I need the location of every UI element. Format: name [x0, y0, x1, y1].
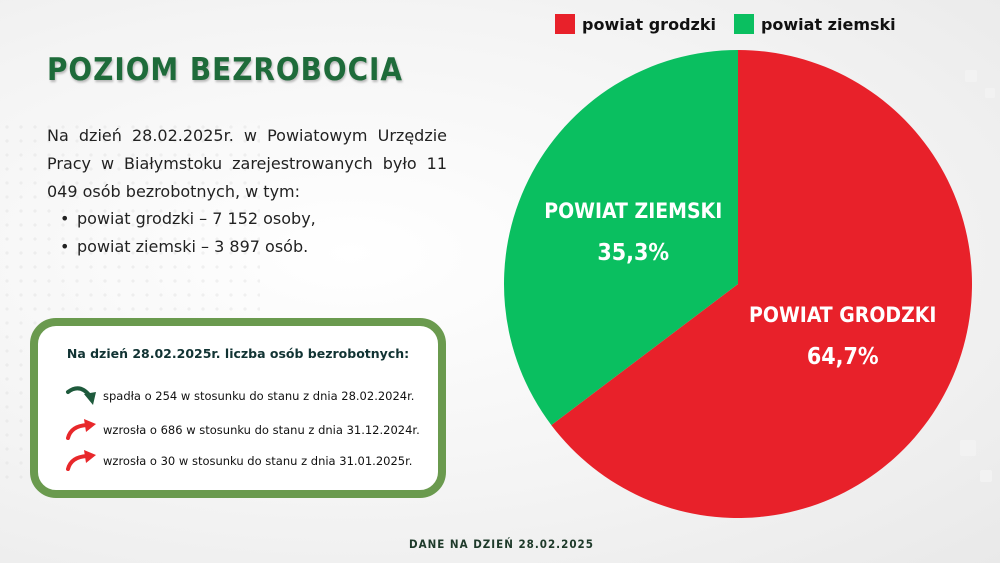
- legend-swatch: [733, 14, 754, 34]
- pie-chart: POWIAT GRODZKI 64,7% POWIAT ZIEMSKI 35,3%: [503, 50, 972, 518]
- list-item: powiat grodzki – 7 152 osoby,: [60, 205, 316, 233]
- data-date-footer: DANE NA DZIEŃ 28.02.2025: [409, 537, 594, 551]
- legend-label: powiat ziemski: [760, 14, 896, 34]
- legend-swatch: [555, 14, 575, 34]
- background-square: [965, 70, 977, 82]
- changes-title: Na dzień 28.02.2025r. liczba osób bezrob…: [66, 346, 410, 361]
- change-text: spadła o 254 w stosunku do stanu z dnia …: [103, 389, 415, 403]
- pie-slice-powiat-grodzki: [551, 50, 972, 518]
- chart-legend: powiat grodzki powiat ziemski: [555, 14, 914, 34]
- change-item-up: wzrosła o 30 w stosunku do stanu z dnia …: [65, 449, 412, 473]
- legend-item-ziemski: powiat ziemski: [733, 14, 896, 34]
- slice-label: POWIAT ZIEMSKI: [544, 199, 722, 223]
- slice-value-label: 64,7%: [807, 344, 879, 370]
- background-square: [960, 440, 976, 456]
- list-item: powiat ziemski – 3 897 osób.: [60, 233, 316, 261]
- slice-value-label: 35,3%: [597, 240, 669, 266]
- legend-item-grodzki: powiat grodzki: [555, 14, 716, 34]
- arrow-up-icon: [66, 419, 96, 440]
- background-square: [985, 88, 995, 98]
- background-square: [980, 470, 992, 482]
- change-text: wzrosła o 30 w stosunku do stanu z dnia …: [103, 454, 413, 468]
- change-item-down: spadła o 254 w stosunku do stanu z dnia …: [65, 384, 414, 408]
- arrow-down-icon: [66, 386, 96, 405]
- slice-label: POWIAT GRODZKI: [749, 303, 936, 327]
- pie-slice-powiat-ziemski: [503, 50, 738, 426]
- changes-box: Na dzień 28.02.2025r. liczba osób bezrob…: [30, 318, 446, 498]
- intro-list: powiat grodzki – 7 152 osoby, powiat zie…: [60, 205, 316, 261]
- change-text: wzrosła o 686 w stosunku do stanu z dnia…: [103, 423, 420, 437]
- arrow-up-icon: [66, 450, 96, 471]
- page-title: POZIOM BEZROBOCIA: [47, 52, 403, 88]
- intro-text: Na dzień 28.02.2025r. w Powiatowym Urzęd…: [47, 126, 447, 201]
- change-item-up: wzrosła o 686 w stosunku do stanu z dnia…: [65, 418, 420, 442]
- legend-label: powiat grodzki: [582, 14, 716, 34]
